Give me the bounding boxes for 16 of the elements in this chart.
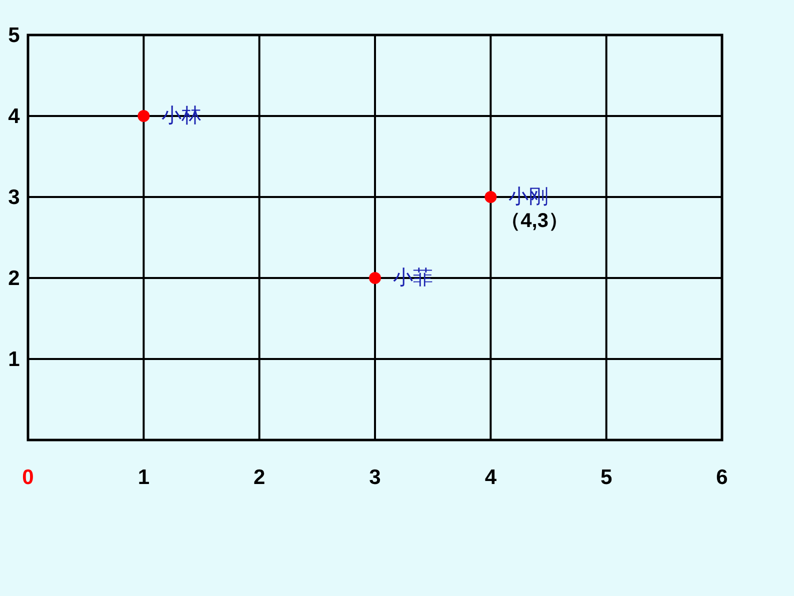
- x-tick-label: 5: [600, 466, 612, 489]
- annotation: （4,3）: [500, 210, 568, 232]
- y-tick-label: 1: [8, 348, 20, 371]
- y-tick-label: 2: [8, 267, 20, 290]
- x-tick-label: 2: [253, 466, 266, 489]
- x-tick-label: 6: [716, 466, 728, 489]
- x-tick-label: 0: [22, 466, 34, 489]
- y-tick-label: 5: [8, 24, 20, 47]
- point: [369, 272, 381, 284]
- x-tick-label: 3: [369, 466, 381, 489]
- x-tick-label: 1: [138, 466, 150, 489]
- point: [138, 110, 150, 122]
- point: [484, 191, 497, 203]
- y-tick-label: 3: [8, 186, 20, 209]
- y-tick-label: 4: [8, 105, 20, 128]
- x-tick-label: 4: [484, 466, 497, 489]
